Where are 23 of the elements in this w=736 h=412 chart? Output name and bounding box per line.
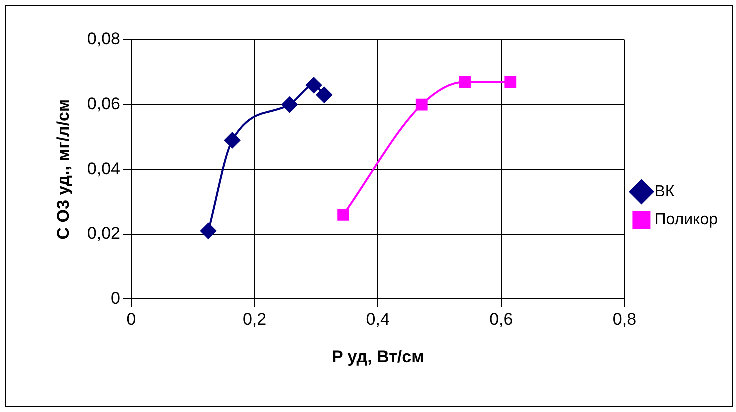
- x-tick-label: 0,6: [490, 310, 514, 330]
- y-axis-title: C O3 уд., мг/л/см: [54, 99, 73, 240]
- point: [200, 223, 217, 240]
- x-tick-label: 0: [126, 310, 136, 330]
- point: [306, 77, 322, 94]
- point: [416, 98, 428, 111]
- x-tick-label: 0,2: [242, 310, 267, 330]
- point: [224, 132, 241, 148]
- y-tick-label: 0,02: [87, 224, 120, 244]
- legend-label: Поликор: [654, 211, 718, 228]
- y-tick-label: 0,04: [87, 159, 120, 178]
- y-tick-label: 0,06: [87, 94, 120, 114]
- point: [338, 209, 350, 221]
- point: [504, 76, 517, 88]
- x-axis-title: P уд, Вт/см: [332, 347, 424, 366]
- point: [316, 87, 332, 104]
- y-tick-label: 0,08: [87, 30, 120, 49]
- point: [459, 76, 471, 88]
- x-tick-label: 0,8: [612, 310, 637, 330]
- legend-label: ВК: [654, 183, 676, 200]
- y-tick-label: 0: [111, 288, 120, 308]
- point: [282, 96, 298, 113]
- x-tick-label: 0,4: [366, 310, 390, 330]
